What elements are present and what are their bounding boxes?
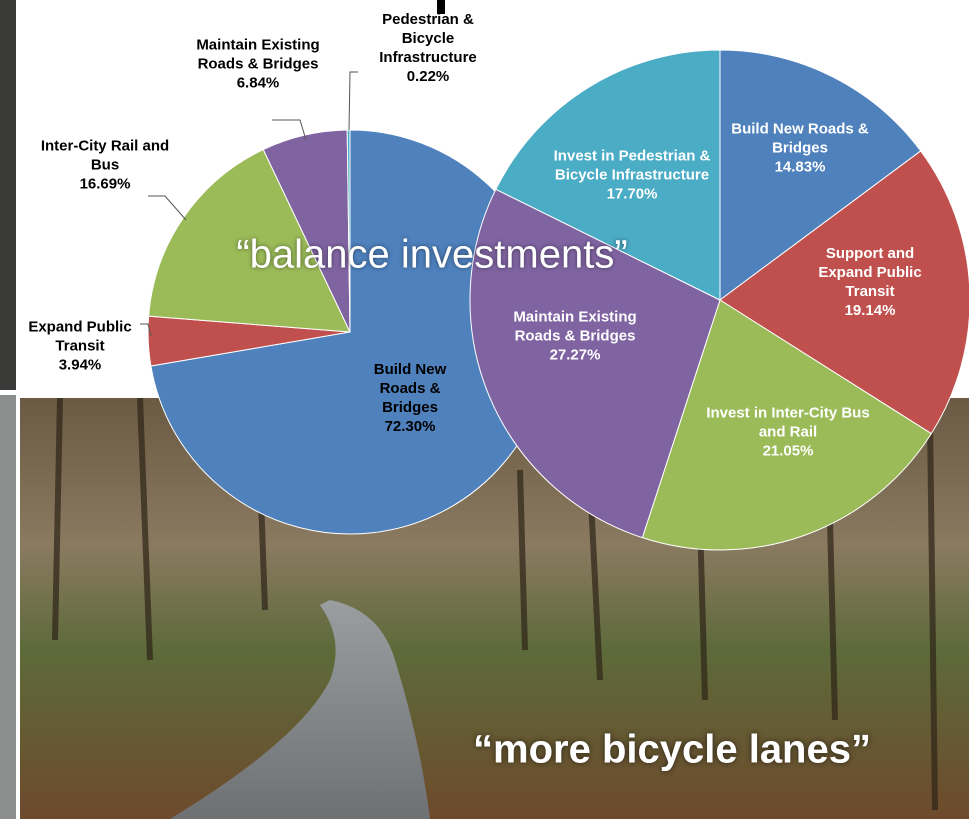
left-photo xyxy=(0,0,16,390)
annotation: “more bicycle lanes” xyxy=(473,727,871,772)
slice-label: Invest in Inter-City Bus and Rail 21.05% xyxy=(703,404,873,461)
slice-value: 0.22% xyxy=(406,68,450,85)
pie-slice xyxy=(469,188,721,539)
slice-name: Expand Public Transit xyxy=(28,318,132,355)
slice-value: 3.94% xyxy=(58,356,102,374)
slice-name: Invest in Inter-City Bus and Rail xyxy=(706,404,870,441)
slice-value: 19.14% xyxy=(844,302,896,319)
pie-slice xyxy=(150,129,553,535)
slice-label: Maintain Existing Roads & Bridges 27.27% xyxy=(500,308,650,365)
slice-label: Build New Roads & Bridges 72.30% xyxy=(355,360,465,436)
slice-label: Support and Expand Public Transit 19.14% xyxy=(800,244,940,320)
slice-value: 16.69% xyxy=(79,175,131,193)
slice-name: Invest in Pedestrian & Bicycle Infrastru… xyxy=(553,147,711,184)
slice-name: Maintain Existing Roads & Bridges xyxy=(513,308,637,345)
slice-value: 6.84% xyxy=(236,74,280,92)
slice-value: 21.05% xyxy=(762,442,814,460)
slice-name: Inter-City Rail and Bus xyxy=(40,137,170,174)
slice-value: 17.70% xyxy=(606,185,658,203)
slice-label: Pedestrian & Bicycle Infrastructure 0.22% xyxy=(363,10,493,86)
slice-name: Pedestrian & Bicycle Infrastructure xyxy=(379,11,477,66)
slice-label: Maintain Existing Roads & Bridges 6.84% xyxy=(193,36,323,93)
slice-label: Invest in Pedestrian & Bicycle Infrastru… xyxy=(547,147,717,204)
slice-label: Inter-City Rail and Bus 16.69% xyxy=(40,137,170,194)
bike-path xyxy=(170,600,430,819)
left-photo xyxy=(0,395,16,819)
pie-slice xyxy=(346,129,351,333)
slice-name: Build New Roads & Bridges xyxy=(373,361,447,416)
slice-name: Maintain Existing Roads & Bridges xyxy=(196,36,320,73)
leader-lines xyxy=(140,71,358,337)
cursor xyxy=(437,0,445,14)
slice-label: Expand Public Transit 3.94% xyxy=(15,318,145,375)
pie-slice xyxy=(719,150,969,435)
pie-slice xyxy=(495,49,721,301)
slice-name: Build New Roads & Bridges xyxy=(731,120,869,157)
slice-label: Build New Roads & Bridges 14.83% xyxy=(720,120,880,177)
pie-slice xyxy=(641,299,932,551)
slice-value: 27.27% xyxy=(549,346,601,364)
slice-value: 72.30% xyxy=(384,418,436,435)
annotation: “balance investments” xyxy=(236,232,628,277)
pie-slice xyxy=(719,49,922,301)
slice-value: 14.83% xyxy=(774,158,826,176)
slice-name: Support and Expand Public Transit xyxy=(818,245,922,300)
